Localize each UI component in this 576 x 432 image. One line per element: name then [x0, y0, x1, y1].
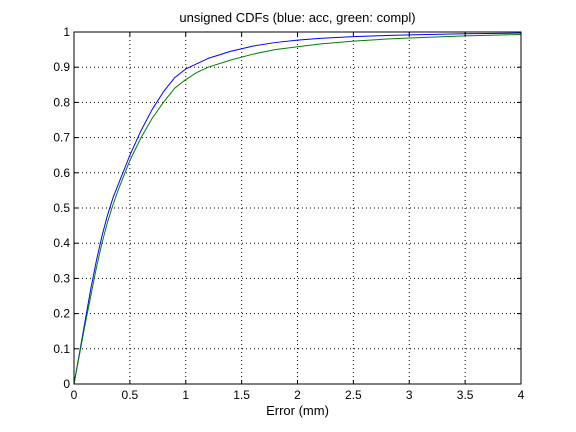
x-tick-label: 4: [518, 388, 525, 402]
y-tick-label: 0.7: [53, 131, 70, 145]
x-tick-label: 2.5: [345, 388, 362, 402]
x-axis-label: Error (mm): [266, 403, 329, 418]
y-tick-labels: 0 0.1 0.2 0.3 0.4 0.5 0.6 0.7 0.8 0.9 1: [53, 25, 70, 391]
chart-title: unsigned CDFs (blue: acc, green: compl): [179, 10, 415, 25]
green-cdf-line: [73, 33, 522, 385]
plot-area-frame: [73, 31, 522, 385]
y-tick-label: 0.5: [53, 201, 70, 215]
y-tick-label: 0.2: [53, 307, 70, 321]
x-tick-label: 1.5: [233, 388, 250, 402]
y-tick-label: 0.1: [53, 342, 70, 356]
y-tick-label: 0.8: [53, 95, 70, 109]
data-series: [73, 32, 522, 385]
y-tick-label: 1: [63, 25, 70, 39]
x-tick-label: 0: [71, 388, 78, 402]
x-tick-label: 1: [182, 388, 189, 402]
y-tick-label: 0.9: [53, 60, 70, 74]
y-tick-label: 0.3: [53, 271, 70, 285]
x-tick-label: 3: [406, 388, 413, 402]
x-tick-label: 2: [294, 388, 301, 402]
x-tick-labels: 0 0.5 1 1.5 2 2.5 3 3.5 4: [71, 388, 525, 402]
blue-cdf-line: [73, 32, 522, 385]
x-tick-label: 0.5: [122, 388, 139, 402]
x-tick-label: 3.5: [457, 388, 474, 402]
grid-lines: [74, 32, 521, 384]
y-tick-label: 0.6: [53, 166, 70, 180]
y-tick-label: 0: [63, 377, 70, 391]
y-tick-label: 0.4: [53, 236, 70, 250]
